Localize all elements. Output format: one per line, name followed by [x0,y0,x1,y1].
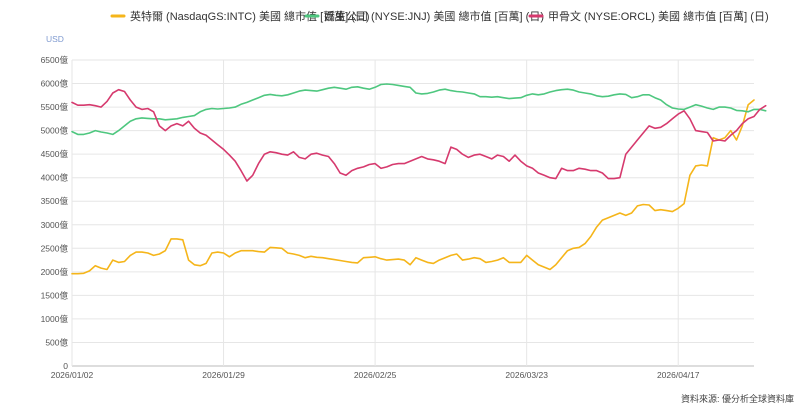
series-line-3 [71,88,767,182]
y-tick-label: 0 [63,361,68,371]
y-tick-label: 2500億 [41,243,69,253]
series-line-2 [71,83,767,136]
y-tick-label: 3000億 [41,220,69,230]
y-tick-label: 3500億 [41,196,69,206]
y-tick-label: 1000億 [41,314,69,324]
source-note: 資料來源: 優分析全球資料庫 [681,393,794,404]
x-tick-label: 2026/03/23 [505,370,548,380]
y-tick-label: 2000億 [41,267,69,277]
series-lines [71,83,767,275]
y-tick-label: 6000億 [41,79,69,89]
series-line-1 [71,99,755,275]
y-axis-unit-label: USD [46,34,64,44]
legend-label: 嬌生公司 (NYSE:JNJ) 美國 總市值 [百萬] (日) [324,9,544,23]
x-axis: 2026/01/02 2026/01/29 2026/02/25 2026/03/23… [51,370,700,380]
legend: 英特爾 (NasdaqGS:INTC) 美國 總市值 [百萬] (日)嬌生公司 … [110,9,769,23]
y-tick-label: 500億 [45,337,68,347]
legend-label: 甲骨文 (NYSE:ORCL) 美國 總市值 [百萬] (日) [548,9,769,23]
x-tick-label: 2026/02/25 [354,370,397,380]
y-axis: 0 500億 1000億 1500億 2000億 2500億 3000億 3500億 4000億… [41,55,69,371]
y-tick-label: 6500億 [41,55,69,65]
y-tick-label: 1500億 [41,290,69,300]
legend-label: 英特爾 (NasdaqGS:INTC) 美國 總市值 [百萬] (日) [130,9,370,23]
x-tick-label: 2026/01/02 [51,370,94,380]
x-tick-label: 2026/04/17 [657,370,700,380]
y-tick-label: 4500億 [41,149,69,159]
x-tick-label: 2026/01/29 [202,370,245,380]
grid [71,59,754,367]
y-tick-label: 5500億 [41,102,69,112]
y-tick-label: 5000億 [41,126,69,136]
y-tick-label: 4000億 [41,173,69,183]
